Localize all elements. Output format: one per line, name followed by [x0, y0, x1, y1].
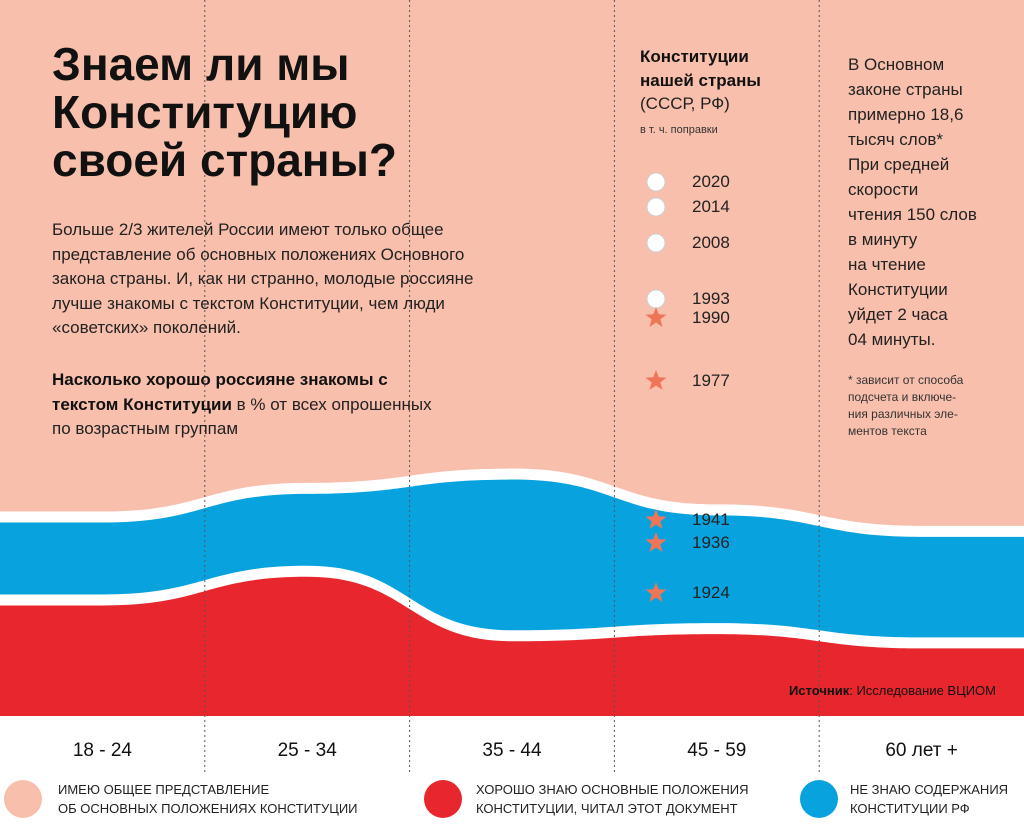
chart-question-bold: Насколько хорошо россияне знакомы с текс… [52, 370, 388, 414]
series-area-unknown [0, 479, 1024, 638]
page-title: Знаем ли мы Конституцию своей страны? [52, 38, 397, 186]
constitution-year: 1993 [692, 289, 730, 308]
age-label: 18 - 24 [72, 740, 132, 761]
intro-text: Больше 2/3 жителей России имеют только о… [52, 220, 474, 337]
age-label: 45 - 59 [687, 740, 747, 761]
constitutions-note: в т. ч. поправки [640, 124, 718, 136]
star-marker-icon [645, 582, 667, 602]
axis-area [0, 716, 1024, 836]
constitutions-subtitle: (СССР, РФ) [640, 94, 730, 113]
age-label: 60 лет + [885, 740, 958, 761]
series-area-general [0, 0, 1024, 526]
constitution-year: 2008 [692, 233, 730, 252]
source-note: Источник: Исследование ВЦИОМ [760, 683, 996, 698]
age-label: 25 - 34 [277, 740, 337, 761]
footnote: * зависит от способа подсчета и включе- … [848, 373, 964, 438]
star-marker-icon [645, 509, 667, 529]
legend-swatch [4, 780, 42, 818]
constitution-year: 2020 [692, 172, 730, 191]
star-marker-icon [645, 307, 667, 327]
constitution-year: 1977 [692, 371, 730, 390]
legend-label: НЕ ЗНАЮ СОДЕРЖАНИЯ КОНСТИТУЦИИ РФ [850, 782, 1009, 816]
reading-time-text: В Основном законе страны примерно 18,6 т… [848, 55, 977, 349]
constitution-year: 1990 [692, 308, 730, 327]
star-marker-icon [645, 532, 667, 552]
constitutions-title: Конституции нашей страны [640, 47, 761, 90]
circle-marker-icon [646, 197, 666, 217]
source-text: : Исследование ВЦИОМ [849, 683, 996, 698]
series-area-good [0, 576, 1024, 716]
constitution-year: 1936 [692, 533, 730, 552]
chart-question: Насколько хорошо россияне знакомы с текс… [52, 368, 452, 442]
constitution-year: 1924 [692, 583, 730, 602]
legend-swatch [800, 780, 838, 818]
circle-marker-icon [646, 172, 666, 192]
legend-label: ИМЕЮ ОБЩЕЕ ПРЕДСТАВЛЕНИЕ ОБ ОСНОВНЫХ ПОЛ… [58, 782, 358, 816]
circle-marker-icon [646, 233, 666, 253]
source-label: Источник [788, 683, 850, 698]
constitution-year: 1941 [692, 510, 730, 529]
legend-label: ХОРОШО ЗНАЮ ОСНОВНЫЕ ПОЛОЖЕНИЯ КОНСТИТУЦ… [476, 782, 749, 816]
chart-question-rest: в % от всех опрошенных по возрастным гру… [52, 394, 432, 439]
circle-marker-icon [646, 289, 666, 309]
constitution-year: 2014 [692, 197, 730, 216]
star-marker-icon [645, 370, 667, 390]
age-label: 35 - 44 [482, 740, 542, 761]
legend-swatch [424, 780, 462, 818]
